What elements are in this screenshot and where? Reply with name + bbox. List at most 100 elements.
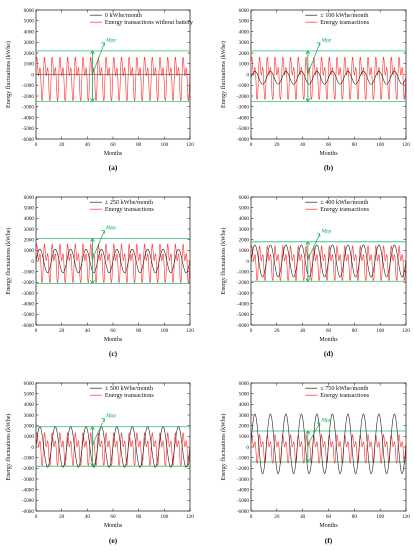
y-tick-label: -6000 bbox=[22, 137, 35, 143]
y-tick-label: -2000 bbox=[237, 94, 250, 100]
panel-1: -6000-5000-4000-3000-2000-10000100020003… bbox=[5, 8, 194, 172]
y-tick-label: -4000 bbox=[22, 115, 35, 121]
y-tick-label: -5000 bbox=[237, 126, 250, 132]
y-tick-label: 6000 bbox=[24, 195, 35, 201]
y-tick-label: -2000 bbox=[22, 280, 35, 286]
mpp-pointer bbox=[92, 42, 105, 75]
panel-2: -6000-5000-4000-3000-2000-10000100020003… bbox=[220, 8, 410, 172]
y-tick-label: -2000 bbox=[22, 466, 35, 472]
series-battery bbox=[251, 70, 406, 85]
legend-entry: Energy transactions without battery bbox=[105, 19, 194, 26]
mpp-pointer bbox=[307, 42, 321, 75]
legend-entry: ± 750 kWhe/month bbox=[320, 385, 369, 392]
x-tick-label: 60 bbox=[326, 514, 332, 520]
mpp-arrowhead-bottom bbox=[305, 98, 311, 103]
y-axis-label: Energy fluctuations (kWhe) bbox=[5, 41, 12, 108]
y-tick-label: 5000 bbox=[239, 19, 250, 25]
y-tick-label: -3000 bbox=[22, 477, 35, 483]
y-tick-label: 4000 bbox=[24, 216, 35, 222]
y-tick-label: -6000 bbox=[237, 137, 250, 143]
y-tick-label: -5000 bbox=[22, 498, 35, 504]
series-battery bbox=[36, 248, 190, 274]
x-tick-label: 60 bbox=[110, 328, 116, 334]
y-tick-label: 0 bbox=[246, 445, 249, 451]
y-tick-label: -4000 bbox=[22, 301, 35, 307]
y-tick-label: 2000 bbox=[239, 423, 250, 429]
series-energy-transactions bbox=[251, 56, 406, 100]
x-axis-label: Months bbox=[319, 337, 338, 343]
y-tick-label: 5000 bbox=[24, 19, 35, 25]
x-tick-label: 0 bbox=[35, 514, 38, 520]
y-tick-label: 2000 bbox=[239, 237, 250, 243]
mpp-arrowhead-top bbox=[90, 237, 95, 242]
y-tick-label: 2000 bbox=[24, 423, 35, 429]
legend-entry: Energy transactions bbox=[320, 19, 369, 26]
y-tick-label: -4000 bbox=[237, 301, 250, 307]
y-tick-label: -3000 bbox=[237, 291, 250, 297]
y-tick-label: 0 bbox=[246, 72, 249, 78]
y-tick-label: -6000 bbox=[237, 509, 250, 515]
mpp-pointer bbox=[307, 422, 321, 445]
y-tick-label: -1000 bbox=[22, 455, 35, 461]
x-tick-label: 40 bbox=[85, 142, 91, 148]
y-tick-label: 0 bbox=[31, 72, 34, 78]
x-tick-label: 120 bbox=[402, 328, 410, 334]
x-tick-label: 80 bbox=[352, 328, 358, 334]
y-tick-label: 6000 bbox=[239, 381, 250, 387]
y-tick-label: -1000 bbox=[237, 83, 250, 89]
y-tick-label: 1000 bbox=[239, 248, 250, 254]
mpp-label: Mpp bbox=[320, 418, 331, 424]
series-battery bbox=[36, 426, 190, 468]
panel-label: (d) bbox=[324, 349, 334, 358]
panel-label: (c) bbox=[109, 349, 118, 358]
y-tick-label: 3000 bbox=[24, 227, 35, 233]
panel-4: -6000-5000-4000-3000-2000-10000100020003… bbox=[220, 195, 410, 358]
mpp-pointer-head bbox=[101, 230, 105, 234]
legend-entry: Energy transactions bbox=[105, 392, 154, 399]
y-tick-label: 2000 bbox=[24, 237, 35, 243]
y-tick-label: -3000 bbox=[237, 477, 250, 483]
x-tick-label: 120 bbox=[402, 142, 410, 148]
legend-entry: ± 400 kWhe/month bbox=[320, 199, 369, 206]
mpp-arrowhead-top bbox=[305, 430, 311, 435]
x-tick-label: 100 bbox=[376, 142, 384, 148]
y-tick-label: 4000 bbox=[24, 29, 35, 35]
y-tick-label: 6000 bbox=[239, 195, 250, 201]
x-tick-label: 80 bbox=[136, 142, 142, 148]
mpp-label: Mpp bbox=[105, 413, 116, 419]
y-axis-label: Energy fluctuations (kWhe) bbox=[220, 414, 227, 481]
x-tick-label: 60 bbox=[110, 514, 116, 520]
legend-entry: Energy transactions bbox=[320, 392, 369, 399]
x-tick-label: 100 bbox=[160, 328, 168, 334]
x-tick-label: 100 bbox=[160, 514, 168, 520]
x-tick-label: 40 bbox=[300, 142, 306, 148]
y-tick-label: -1000 bbox=[22, 83, 35, 89]
x-tick-label: 100 bbox=[160, 142, 168, 148]
y-tick-label: -4000 bbox=[22, 487, 35, 493]
mpp-pointer-head bbox=[316, 42, 321, 46]
y-tick-label: 1000 bbox=[239, 62, 250, 68]
x-tick-label: 60 bbox=[326, 328, 332, 334]
y-tick-label: 1000 bbox=[24, 62, 35, 68]
panel-5: -6000-5000-4000-3000-2000-10000100020003… bbox=[5, 381, 194, 545]
y-tick-label: -6000 bbox=[22, 509, 35, 515]
y-tick-label: 3000 bbox=[24, 40, 35, 46]
x-tick-label: 60 bbox=[326, 142, 332, 148]
x-tick-label: 100 bbox=[376, 328, 384, 334]
series-battery bbox=[251, 413, 406, 475]
y-tick-label: -2000 bbox=[237, 280, 250, 286]
y-axis-label: Energy fluctuations (kWhe) bbox=[220, 41, 227, 108]
panel-6: -6000-5000-4000-3000-2000-10000100020003… bbox=[220, 381, 410, 545]
y-tick-label: 5000 bbox=[24, 205, 35, 211]
y-tick-label: -5000 bbox=[237, 498, 250, 504]
x-tick-label: 20 bbox=[59, 142, 65, 148]
panel-label: (e) bbox=[109, 536, 118, 545]
x-tick-label: 0 bbox=[250, 328, 253, 334]
legend-entry: ± 250 kWhe/month bbox=[105, 199, 154, 206]
y-tick-label: -5000 bbox=[237, 312, 250, 318]
y-tick-label: -6000 bbox=[237, 323, 250, 329]
y-tick-label: 4000 bbox=[239, 216, 250, 222]
y-tick-label: -3000 bbox=[22, 105, 35, 111]
